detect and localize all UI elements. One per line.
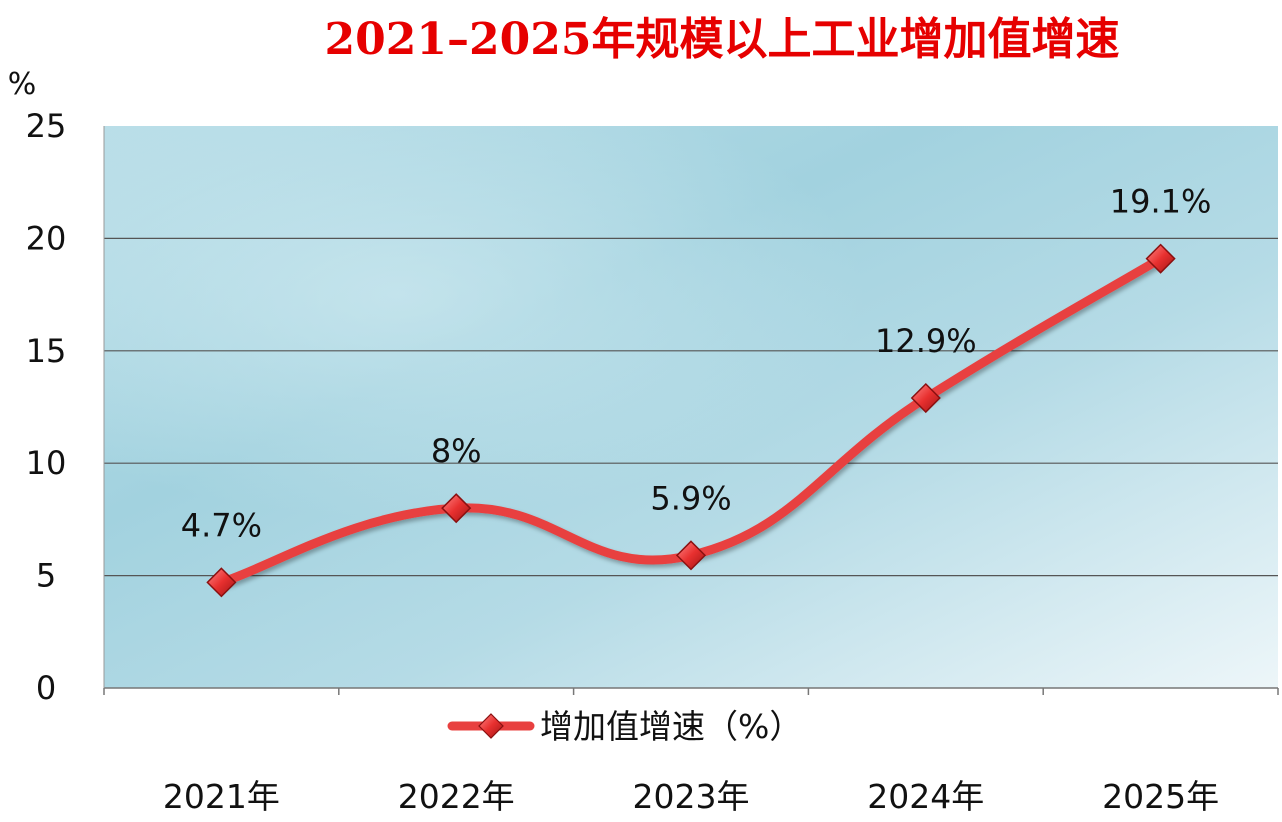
y-tick-label-5: 25 — [26, 107, 67, 145]
data-point-0 — [206, 567, 237, 598]
x-tick-label-3: 2024年 — [867, 777, 984, 816]
x-tick-label-0: 2021年 — [163, 777, 280, 816]
data-point-3 — [910, 382, 941, 414]
gridlines — [103, 126, 1279, 695]
data-point-1 — [441, 493, 472, 524]
x-axis-ticks: 2021年 2022年 2023年 2024年 2025年 — [163, 777, 1219, 816]
data-point-2 — [675, 540, 707, 571]
data-point-4 — [1145, 243, 1176, 274]
legend-label: 增加值增速（%） — [540, 707, 802, 746]
x-tick-label-4: 2025年 — [1102, 777, 1219, 816]
plot-area-glow — [104, 126, 1278, 688]
y-axis-unit-label: % — [8, 67, 37, 102]
data-labels: 4.7% 8% 5.9% 12.9% 19.1% — [181, 183, 1212, 545]
x-tick-label-1: 2022年 — [398, 777, 515, 816]
data-label-3: 12.9% — [875, 322, 977, 360]
legend-marker-swatch — [478, 713, 504, 739]
data-label-2: 5.9% — [650, 479, 731, 517]
series-layer — [206, 243, 1176, 598]
y-tick-label-4: 20 — [26, 219, 67, 257]
data-label-4: 19.1% — [1110, 183, 1212, 221]
data-label-0: 4.7% — [181, 506, 262, 544]
y-tick-label-1: 5 — [36, 557, 56, 595]
y-tick-label-0: 0 — [36, 669, 56, 707]
legend: 增加值增速（%） — [447, 707, 802, 746]
y-tick-label-2: 10 — [26, 444, 67, 482]
y-tick-label-3: 15 — [26, 332, 67, 370]
x-tick-label-2: 2023年 — [633, 777, 750, 816]
y-axis-ticks: 0 5 10 15 20 25 — [26, 107, 67, 707]
data-label-1: 8% — [431, 432, 482, 470]
chart-title: 2021–2025年规模以上工业增加值增速 — [325, 14, 1120, 65]
